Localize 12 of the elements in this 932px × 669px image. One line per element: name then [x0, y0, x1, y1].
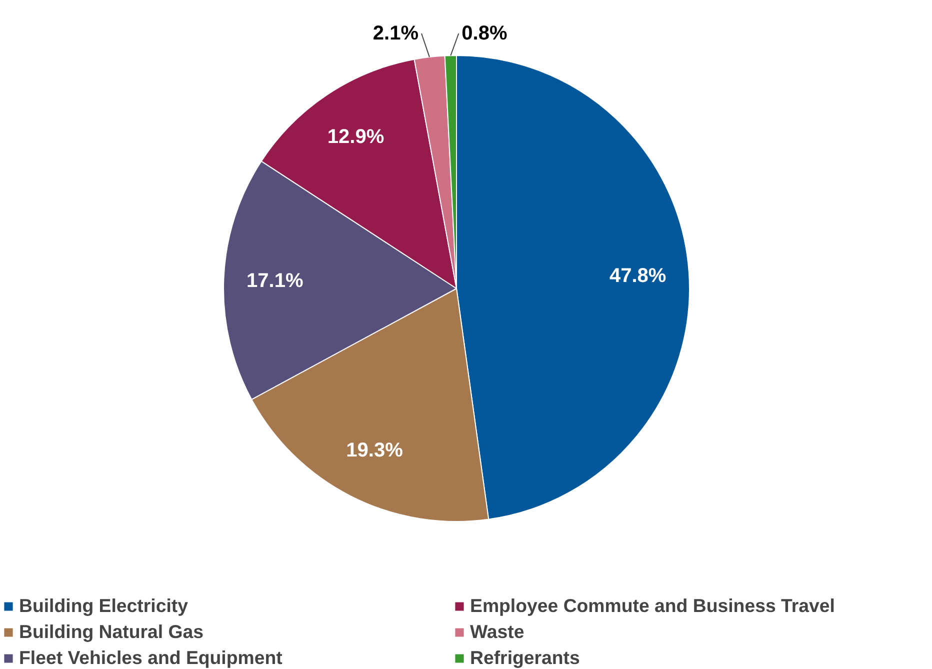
- data-label: 17.1%: [246, 270, 304, 292]
- legend-label: Employee Commute and Business Travel: [470, 595, 836, 617]
- legend-label: Waste: [470, 621, 526, 643]
- data-label: 47.8%: [609, 264, 666, 287]
- legend-label: Fleet Vehicles and Equipment: [19, 647, 284, 669]
- legend-label: Building Natural Gas: [19, 621, 205, 643]
- legend-label: Building Electricity: [19, 595, 189, 617]
- data-label: 2.1%: [372, 22, 419, 44]
- data-label: 12.9%: [327, 126, 384, 148]
- data-label: 19.3%: [346, 440, 404, 462]
- data-label: 0.8%: [462, 22, 508, 44]
- legend-label: Refrigerants: [470, 647, 581, 669]
